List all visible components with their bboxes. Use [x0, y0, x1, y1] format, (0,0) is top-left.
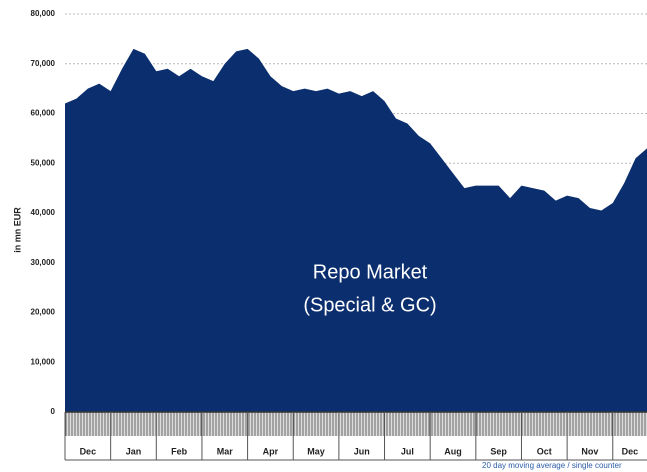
y-tick-label: 20,000 [31, 308, 56, 317]
y-tick-label: 80,000 [31, 9, 56, 18]
footnote: 20 day moving average / single counter [482, 461, 622, 470]
y-tick-label: 70,000 [31, 59, 56, 68]
annotation: Repo Market [313, 261, 428, 283]
annotation: (Special & GC) [303, 294, 436, 316]
x-tick-label: Feb [171, 446, 188, 456]
x-tick-label: Jul [401, 446, 414, 456]
x-tick-label: Jan [126, 446, 142, 456]
y-tick-label: 30,000 [31, 258, 56, 267]
x-tick-label: Apr [263, 446, 279, 456]
y-tick-label: 60,000 [31, 109, 56, 118]
area [65, 48, 647, 412]
y-tick-label: 0 [51, 407, 56, 416]
x-tick-label: Oct [537, 446, 552, 456]
x-tick-label: Jun [354, 446, 370, 456]
x-tick-label: Dec [622, 446, 639, 456]
y-axis-label: in mn EUR [12, 207, 22, 253]
y-tick-label: 40,000 [31, 208, 56, 217]
x-tick-label: Dec [80, 446, 97, 456]
x-tick-label: Aug [444, 446, 462, 456]
x-tick-label: Nov [581, 446, 598, 456]
y-tick-label: 10,000 [31, 357, 56, 366]
x-tick-label: Mar [217, 446, 234, 456]
x-tick-label: Sep [490, 446, 507, 456]
y-tick-label: 50,000 [31, 158, 56, 167]
x-tick-label: May [307, 446, 325, 456]
x-axis-band [65, 412, 647, 436]
